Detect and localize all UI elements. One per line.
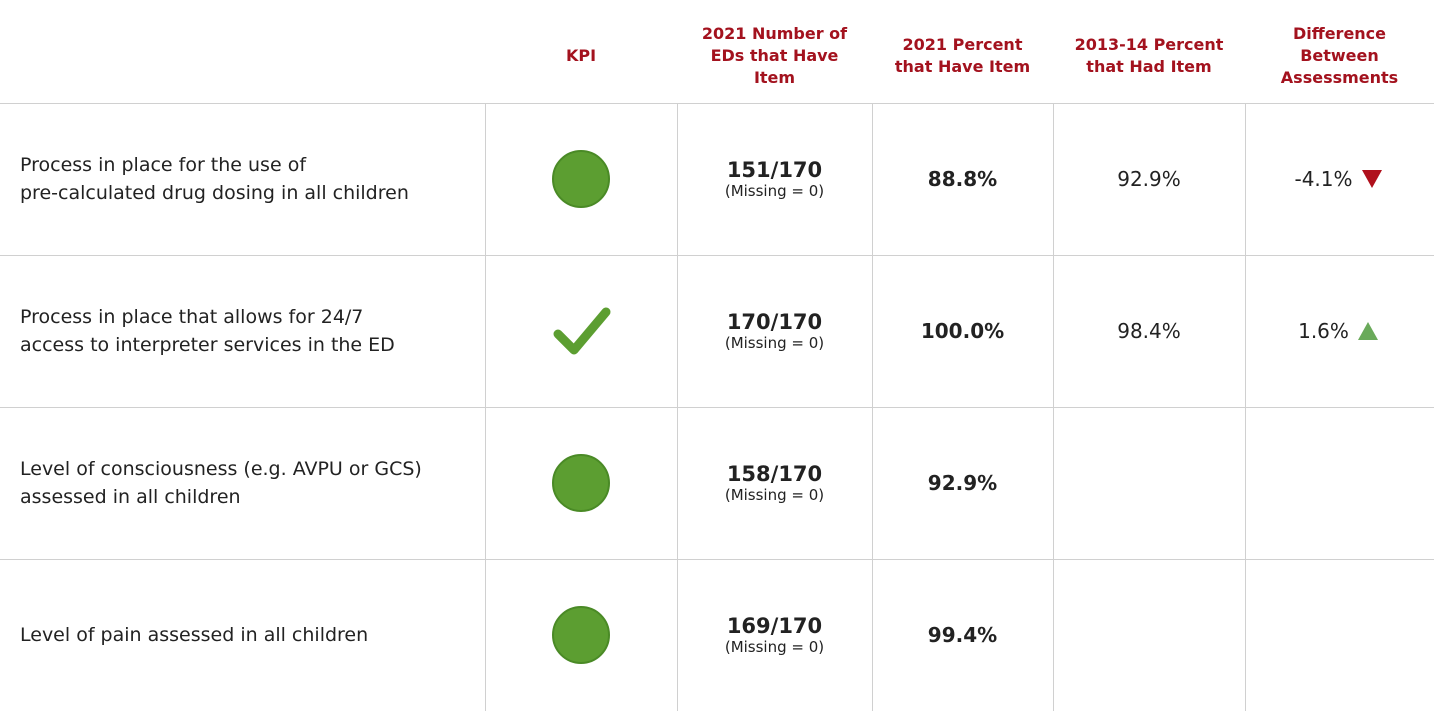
- item-cell: Process in place for the use of pre-calc…: [20, 154, 409, 204]
- column-divider: [1053, 103, 1054, 255]
- header-cell: 2021 Number of EDs that Have Item: [701, 23, 848, 87]
- kpi-icon: [552, 454, 610, 512]
- count: 151/170: [726, 158, 823, 182]
- column-divider: [1245, 559, 1246, 711]
- trend-arrow: [1357, 322, 1378, 340]
- column-divider: [1053, 255, 1054, 407]
- status-circle: [552, 606, 610, 664]
- empty-cell: [1053, 559, 1245, 711]
- difference: -4.1%: [1294, 167, 1353, 191]
- kpi-cell: [485, 559, 677, 711]
- header-cell: 2013-14 Percent that Had Item: [1074, 34, 1224, 76]
- check-icon: [553, 307, 611, 355]
- column-divider: [485, 255, 486, 407]
- up-triangle: [1357, 322, 1378, 340]
- count-block: 151/170 (Missing = 0): [725, 158, 824, 200]
- column-divider: [677, 103, 678, 255]
- count-block: 169/170 (Missing = 0): [725, 614, 824, 656]
- percent-2013-14: 98.4%: [1117, 319, 1181, 343]
- column-divider: [485, 559, 486, 711]
- column-divider: [872, 559, 873, 711]
- row-divider: [0, 103, 1434, 104]
- difference-cell: [1245, 559, 1434, 711]
- kpi-icon: [552, 606, 610, 664]
- trend-arrow: [1361, 170, 1382, 188]
- row-divider: [0, 407, 1434, 408]
- column-divider: [1245, 407, 1246, 559]
- missing: (Missing = 0): [724, 638, 825, 656]
- count-cell: 151/170 (Missing = 0): [677, 103, 872, 255]
- percent-2021: 88.8%: [927, 167, 998, 191]
- down-triangle: [1361, 170, 1382, 188]
- column-divider: [872, 407, 873, 559]
- count: 170/170: [726, 310, 823, 334]
- percent-2021: 92.9%: [927, 471, 998, 495]
- header-cell: KPI: [565, 45, 597, 65]
- header-cell: Difference Between Assessments: [1280, 23, 1399, 87]
- missing: (Missing = 0): [724, 334, 825, 352]
- difference-cell: -4.1%: [1245, 103, 1434, 255]
- difference-cell: [1245, 407, 1434, 559]
- status-circle: [552, 150, 610, 208]
- header-cell: 2021 Percent that Have Item: [894, 34, 1031, 76]
- count-cell: 158/170 (Missing = 0): [677, 407, 872, 559]
- count-cell: 170/170 (Missing = 0): [677, 255, 872, 407]
- count: 158/170: [726, 462, 823, 486]
- column-divider: [677, 407, 678, 559]
- column-divider: [485, 103, 486, 255]
- count: 169/170: [726, 614, 823, 638]
- status-circle: [552, 454, 610, 512]
- kpi-icon: [552, 150, 610, 208]
- column-divider: [1053, 407, 1054, 559]
- column-divider: [1053, 559, 1054, 711]
- kpi-cell: [485, 407, 677, 559]
- column-divider: [1245, 255, 1246, 407]
- missing: (Missing = 0): [724, 182, 825, 200]
- column-divider: [1245, 103, 1246, 255]
- count-cell: 169/170 (Missing = 0): [677, 559, 872, 711]
- item-cell: Process in place that allows for 24/7 ac…: [20, 306, 395, 356]
- percent-2021: 100.0%: [920, 319, 1005, 343]
- column-divider: [677, 255, 678, 407]
- missing: (Missing = 0): [724, 486, 825, 504]
- percent-2013-14: 92.9%: [1117, 167, 1181, 191]
- kpi-cell: [485, 103, 677, 255]
- column-divider: [677, 559, 678, 711]
- kpi-icon: [553, 307, 611, 355]
- percent-2021: 99.4%: [927, 623, 998, 647]
- row-divider: [0, 255, 1434, 256]
- difference-cell: 1.6%: [1245, 255, 1434, 407]
- count-block: 158/170 (Missing = 0): [725, 462, 824, 504]
- row-divider: [0, 559, 1434, 560]
- kpi-cell: [485, 255, 677, 407]
- column-divider: [872, 103, 873, 255]
- item-cell: Level of pain assessed in all children: [20, 624, 369, 646]
- difference: 1.6%: [1298, 319, 1349, 343]
- item-cell: Level of consciousness (e.g. AVPU or GCS…: [20, 458, 422, 508]
- empty-cell: [1053, 407, 1245, 559]
- count-block: 170/170 (Missing = 0): [725, 310, 824, 352]
- column-divider: [485, 407, 486, 559]
- column-divider: [872, 255, 873, 407]
